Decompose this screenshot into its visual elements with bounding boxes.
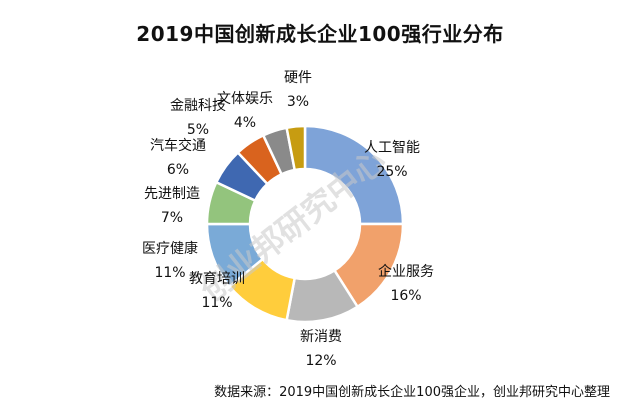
category-label-4: 教育培训 [189,271,245,287]
value-label-9: 4% [234,115,256,131]
category-label-10: 硬件 [284,70,312,86]
category-label-2: 企业服务 [378,263,434,280]
value-label-6: 7% [161,210,183,226]
category-label-3: 新消费 [300,329,342,345]
category-label-8: 金融科技 [170,98,226,114]
value-label-1: 25% [376,164,407,180]
slice-1 [303,124,405,226]
source-note: 数据来源：2019中国创新成长企业100强企业，创业邦研究中心整理 [214,385,610,400]
value-label-5: 11% [154,265,185,281]
value-label-8: 5% [187,122,209,138]
category-label-1: 人工智能 [364,140,420,156]
category-label-7: 汽车交通 [150,137,206,154]
value-label-3: 12% [305,353,336,369]
value-label-2: 16% [390,288,421,304]
category-label-5: 医疗健康 [142,240,198,257]
category-label-6: 先进制造 [144,186,200,202]
chart-title: 2019中国创新成长企业100强行业分布 [136,22,504,46]
value-label-10: 3% [287,94,309,110]
category-label-9: 文体娱乐 [217,91,273,107]
value-label-4: 11% [201,295,232,311]
value-label-7: 6% [167,162,189,178]
slice-10 [285,124,307,172]
